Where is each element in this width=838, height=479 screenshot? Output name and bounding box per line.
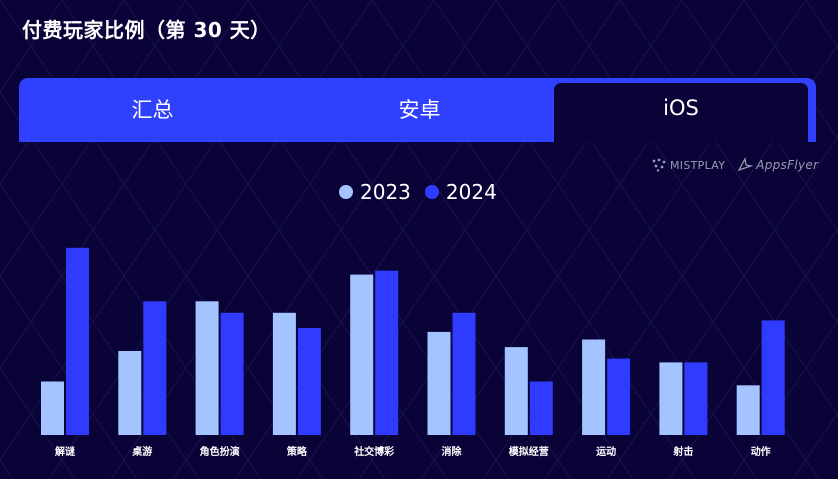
bar-2024-5 (452, 312, 476, 435)
category-label-1: 桌游 (131, 445, 152, 458)
brand-logos: MISTPLAY AppsFlyer (651, 155, 818, 175)
tab-summary[interactable]: 汇总 (131, 98, 174, 122)
category-label-3: 策略 (287, 445, 308, 458)
platform-tab-bar: 汇总 安卓 iOS (19, 78, 816, 142)
chart-legend: 2023 2024 (339, 180, 497, 204)
bar-2023-4 (350, 274, 374, 435)
mistplay-name: MISTPLAY (670, 158, 726, 172)
bar-2024-0 (66, 247, 89, 435)
legend-item-2023: 2023 (339, 180, 411, 204)
legend-label-2024: 2024 (445, 180, 497, 204)
bar-2023-8 (659, 362, 683, 435)
bar-2023-6 (504, 347, 528, 435)
bar-2024-7 (607, 358, 631, 435)
category-label-4: 社交博彩 (353, 445, 394, 458)
legend-item-2024: 2024 (424, 180, 497, 204)
bar-2024-9 (761, 320, 785, 435)
category-label-6: 模拟经营 (509, 445, 549, 458)
bar-2023-0 (41, 381, 64, 435)
category-label-9: 动作 (751, 445, 771, 458)
tab-android[interactable]: 安卓 (398, 98, 441, 122)
category-label-0: 解谜 (55, 445, 75, 458)
legend-dot-2023 (339, 185, 353, 199)
legend-dot-2024 (424, 185, 439, 199)
page-title: 付费玩家比例（第 30 天） (22, 18, 271, 42)
category-label-8: 射击 (672, 445, 693, 458)
bar-2023-9 (736, 385, 760, 435)
bar-2023-5 (427, 331, 451, 435)
appsflyer-logo: AppsFlyer (737, 157, 818, 173)
bar-2023-7 (582, 339, 606, 435)
tab-ios[interactable]: iOS (554, 83, 808, 142)
appsflyer-mark-icon (737, 157, 754, 172)
bar-2024-1 (143, 301, 167, 435)
bar-2024-6 (529, 381, 553, 435)
bar-2024-8 (684, 362, 708, 435)
category-label-5: 消除 (442, 445, 463, 458)
bar-2023-1 (118, 351, 142, 435)
bar-2023-3 (272, 312, 296, 435)
appsflyer-name: AppsFlyer (756, 158, 819, 172)
bar-2024-3 (297, 328, 321, 435)
category-label-7: 运动 (596, 445, 616, 458)
bar-2024-2 (220, 312, 244, 435)
mistplay-logo: MISTPLAY (651, 158, 725, 172)
legend-label-2023: 2023 (360, 180, 411, 204)
bar-2024-4 (375, 270, 399, 435)
bar-2023-2 (195, 301, 219, 435)
category-label-2: 角色扮演 (200, 445, 240, 458)
mistplay-mark-icon (652, 158, 666, 172)
